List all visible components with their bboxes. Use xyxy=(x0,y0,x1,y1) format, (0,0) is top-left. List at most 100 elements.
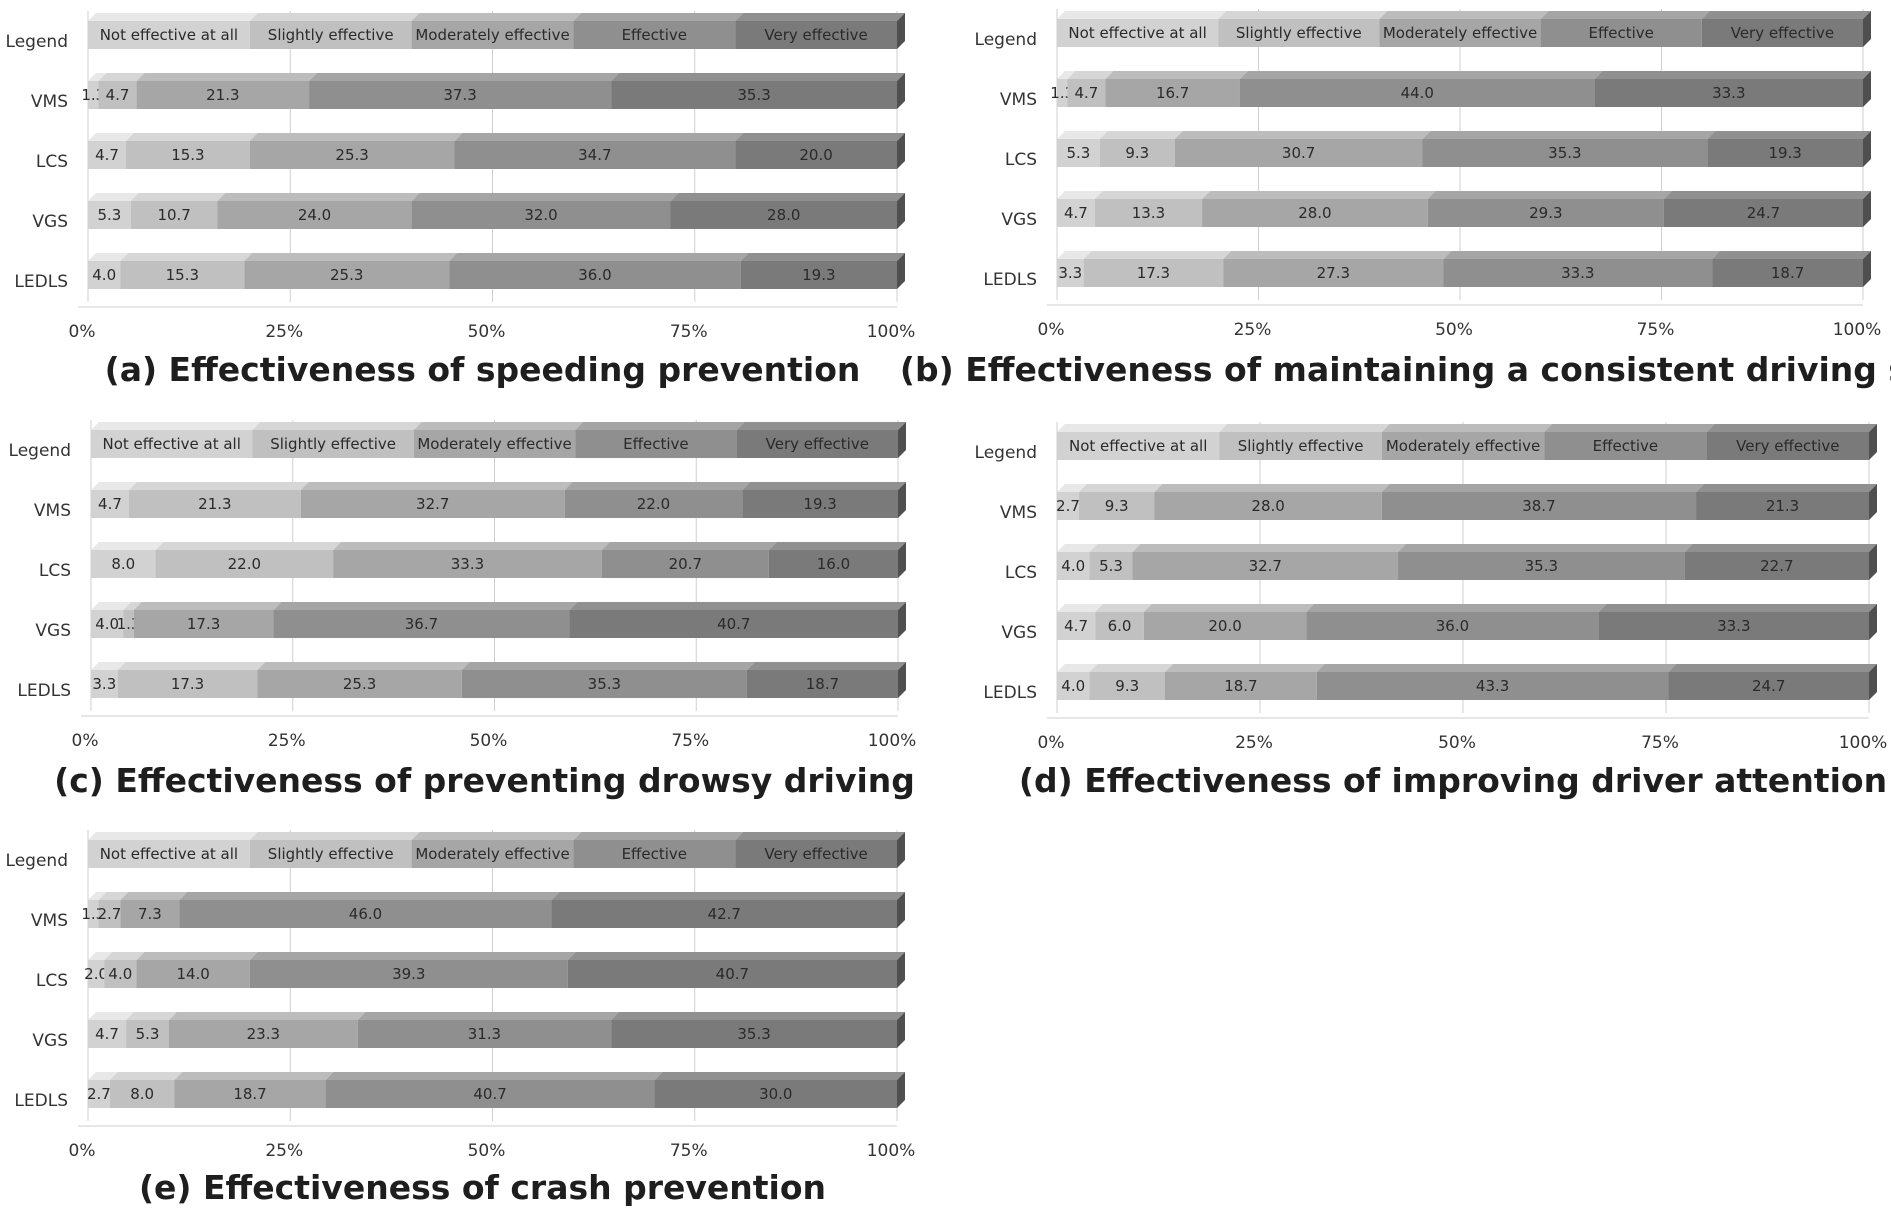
category-label-p4-r1: LCS xyxy=(36,971,68,991)
bar-top-p3-r1-s1 xyxy=(1089,544,1141,552)
bar-top-p3-r3-s1 xyxy=(1089,664,1173,672)
bar-top-p2-r3-s1 xyxy=(117,662,266,670)
bar-segment-p4-r2-s0 xyxy=(88,1020,127,1048)
bar-segment-p0-r1-s2 xyxy=(249,141,455,169)
bar-side-p3-r1 xyxy=(1869,544,1877,580)
bar-value-label-p0-r1-s2: 25.3 xyxy=(335,146,368,164)
legend-swatch-2 xyxy=(413,430,576,458)
legend-swatch-4 xyxy=(735,21,897,49)
bar-side-p3-r0 xyxy=(1869,484,1877,520)
bar-top-p0-r0-s2 xyxy=(136,73,318,81)
bar-top-p0-r2-s0 xyxy=(88,193,139,201)
legend-label-4: Very effective xyxy=(1731,24,1834,42)
bar-segment-p2-r1-s0 xyxy=(91,550,156,578)
bar-top-p1-r0-s4 xyxy=(1594,71,1871,79)
bar-side-p4-r3 xyxy=(897,1072,905,1108)
bar-segment-p0-r2-s0 xyxy=(88,201,131,229)
bar-top-p3-r2-s1 xyxy=(1095,604,1152,612)
bar-top-p1-r3-s0 xyxy=(1057,251,1092,259)
bar-segment-p4-r1-s3 xyxy=(249,960,568,988)
category-label-p2-r1: LCS xyxy=(39,561,71,581)
bar-segment-p4-r1-s0 xyxy=(88,960,105,988)
bar-value-label-p4-r2-s1: 5.3 xyxy=(136,1025,160,1043)
bar-value-label-p1-r2-s1: 13.3 xyxy=(1132,204,1165,222)
bar-top-p3-rlegend-s4 xyxy=(1706,424,1877,432)
bar-top-p1-r0-s0 xyxy=(1057,71,1076,79)
bar-value-label-p4-r2-s2: 23.3 xyxy=(247,1025,280,1043)
bar-top-p3-r2-s0 xyxy=(1057,604,1104,612)
bar-top-p3-r1-s3 xyxy=(1398,544,1693,552)
bar-top-p2-r1-s1 xyxy=(155,542,342,550)
bar-value-label-p4-r3-s4: 30.0 xyxy=(759,1085,792,1103)
bar-segment-p1-r0-s4 xyxy=(1594,79,1863,107)
legend-label-0: Not effective at all xyxy=(1068,24,1206,42)
legend-swatch-2 xyxy=(1381,432,1545,460)
bar-top-p1-r2-s0 xyxy=(1057,191,1103,199)
bar-side-p3-r3 xyxy=(1869,664,1877,700)
bar-segment-p4-r3-s0 xyxy=(88,1080,110,1108)
x-tick-label-p0-2: 50% xyxy=(468,322,506,342)
x-tick-label-p2-4: 100% xyxy=(868,731,917,751)
bar-top-p0-rlegend-s3 xyxy=(573,13,744,21)
bar-value-label-p3-r1-s0: 4.0 xyxy=(1061,557,1085,575)
bar-top-p1-r2-s1 xyxy=(1094,191,1211,199)
bar-segment-p1-r0-s2 xyxy=(1105,79,1240,107)
legend-label-3: Effective xyxy=(622,845,687,863)
bar-side-p1-r0 xyxy=(1863,71,1871,107)
bar-segment-p3-r0-s2 xyxy=(1154,492,1382,520)
legend-swatch-0 xyxy=(1057,19,1219,47)
bar-value-label-p4-r0-s1: 2.7 xyxy=(98,905,122,923)
bar-segment-p1-r2-s4 xyxy=(1663,199,1863,227)
legend-swatch-3 xyxy=(575,430,737,458)
bar-value-label-p1-r0-s1: 4.7 xyxy=(1074,84,1098,102)
bar-segment-p2-r2-s3 xyxy=(273,610,570,638)
bar-segment-p3-r3-s2 xyxy=(1164,672,1317,700)
bar-segment-p4-r2-s4 xyxy=(611,1020,897,1048)
bar-top-p2-r2-s3 xyxy=(273,602,578,610)
bar-top-p2-r1-s2 xyxy=(333,542,610,550)
legend-swatch-1 xyxy=(1218,19,1380,47)
x-tick-label-p3-1: 25% xyxy=(1235,733,1273,753)
bar-value-label-p2-r2-s4: 40.7 xyxy=(717,615,750,633)
bar-top-p2-r1-s3 xyxy=(601,542,777,550)
bar-top-p4-r1-s0 xyxy=(88,952,113,960)
bar-segment-p2-r2-s0 xyxy=(91,610,124,638)
bar-value-label-p0-r0-s4: 35.3 xyxy=(737,86,770,104)
bar-top-p0-r1-s0 xyxy=(88,133,135,141)
bar-segment-p0-r0-s1 xyxy=(98,81,137,109)
bar-segment-p3-r2-s4 xyxy=(1598,612,1869,640)
legend-swatch-3 xyxy=(573,840,736,868)
bar-segment-p4-r2-s3 xyxy=(357,1020,612,1048)
bar-top-p3-r3-s0 xyxy=(1057,664,1098,672)
bar-top-p0-r2-s2 xyxy=(217,193,420,201)
legend-label-4: Very effective xyxy=(764,26,867,44)
bar-segment-p4-r1-s1 xyxy=(104,960,137,988)
bar-side-p2-r2 xyxy=(898,602,906,638)
bar-segment-p1-r1-s2 xyxy=(1174,139,1423,167)
legend-swatch-1 xyxy=(249,21,412,49)
legend-label-1: Slightly effective xyxy=(270,435,396,453)
bar-segment-p3-r0-s0 xyxy=(1057,492,1079,520)
bar-value-label-p0-r1-s0: 4.7 xyxy=(95,146,119,164)
bar-segment-p1-r3-s0 xyxy=(1057,259,1084,287)
bar-segment-p4-r3-s3 xyxy=(325,1080,655,1108)
bar-value-label-p1-r2-s0: 4.7 xyxy=(1064,204,1088,222)
x-tick-label-p1-2: 50% xyxy=(1435,320,1473,340)
bar-top-p3-rlegend-s3 xyxy=(1544,424,1715,432)
x-tick-label-p0-4: 100% xyxy=(867,322,916,342)
bar-side-p2-r3 xyxy=(898,662,906,698)
bar-segment-p4-r2-s1 xyxy=(126,1020,169,1048)
bar-value-label-p4-r0-s2: 7.3 xyxy=(138,905,162,923)
legend-label-3: Effective xyxy=(622,26,687,44)
bar-value-label-p1-r3-s2: 27.3 xyxy=(1317,264,1350,282)
bar-top-p3-r2-s3 xyxy=(1306,604,1607,612)
bar-segment-p2-r0-s1 xyxy=(128,490,301,518)
bar-top-p1-r2-s2 xyxy=(1202,191,1436,199)
bar-top-p1-rlegend-s3 xyxy=(1540,11,1710,19)
legend-swatch-3 xyxy=(573,21,736,49)
bar-value-label-p3-r3-s4: 24.7 xyxy=(1752,677,1785,695)
bar-segment-p0-r3-s1 xyxy=(120,261,245,289)
legend-title-p2: Legend xyxy=(9,441,71,461)
bar-value-label-p2-r0-s4: 19.3 xyxy=(803,495,836,513)
